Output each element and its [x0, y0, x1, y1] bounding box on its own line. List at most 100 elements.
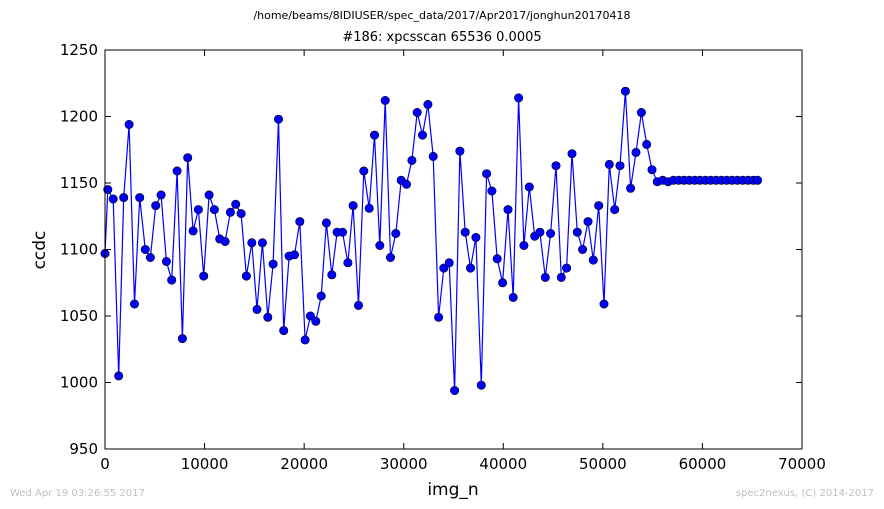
data-point	[588, 255, 598, 265]
data-point	[316, 291, 326, 301]
data-point	[257, 238, 267, 248]
y-tick-label: 1100	[60, 241, 98, 259]
data-point	[119, 193, 129, 203]
data-point	[508, 292, 518, 302]
data-point	[279, 326, 289, 336]
data-point	[567, 149, 577, 159]
data-point	[236, 209, 246, 219]
data-point	[412, 108, 422, 118]
x-tick-label: 70000	[778, 455, 826, 473]
data-point	[503, 205, 513, 215]
data-point	[199, 271, 209, 281]
data-point	[401, 179, 411, 189]
data-point	[300, 335, 310, 345]
x-tick-label: 30000	[380, 455, 428, 473]
scan-title: #186: xpcsscan 65536 0.0005	[342, 30, 542, 45]
data-point	[359, 166, 369, 176]
y-tick-label: 950	[69, 440, 98, 458]
data-point	[636, 108, 646, 118]
data-point	[385, 253, 395, 263]
data-point	[524, 182, 534, 192]
data-point	[140, 245, 150, 255]
data-point	[375, 241, 385, 251]
data-point	[311, 316, 321, 326]
data-point	[130, 299, 140, 309]
data-point	[631, 147, 641, 157]
data-point	[455, 146, 465, 156]
data-point	[167, 275, 177, 285]
data-point	[620, 86, 630, 96]
data-point	[578, 245, 588, 255]
data-point	[204, 190, 214, 200]
data-point	[327, 270, 337, 280]
data-point	[188, 226, 198, 236]
data-point	[562, 263, 572, 273]
data-point	[492, 254, 502, 264]
data-point	[103, 185, 113, 195]
data-point	[348, 201, 358, 211]
data-point	[498, 278, 508, 288]
data-point	[108, 194, 118, 204]
x-tick-label: 40000	[479, 455, 527, 473]
data-point	[209, 205, 219, 215]
data-point	[268, 259, 278, 269]
file-path-title: /home/beams/8IDIUSER/spec_data/2017/Apr2…	[253, 9, 631, 22]
y-tick-label: 1150	[60, 174, 98, 192]
data-point	[337, 227, 347, 237]
data-point	[220, 237, 230, 247]
data-point	[615, 161, 625, 171]
x-tick-label: 50000	[579, 455, 627, 473]
axis-ticks: 0 10000 20000 30000 40000 50000 60000 70000 950 1…	[60, 41, 826, 473]
data-point	[572, 227, 582, 237]
data-point	[177, 334, 187, 344]
y-axis-label: ccdc	[30, 231, 50, 270]
data-point	[599, 299, 609, 309]
y-tick-label: 1000	[60, 374, 98, 392]
data-point	[135, 193, 145, 203]
data-point	[380, 96, 390, 106]
data-point	[540, 272, 550, 282]
data-point	[423, 100, 433, 110]
data-point	[252, 304, 262, 314]
series-line	[104, 91, 758, 391]
x-tick-label: 20000	[280, 455, 328, 473]
data-point	[353, 300, 363, 310]
y-tick-label: 1200	[60, 108, 98, 126]
y-tick-label: 1250	[60, 41, 98, 59]
data-point	[305, 311, 315, 321]
data-point	[391, 229, 401, 239]
data-point	[626, 183, 636, 193]
data-point	[289, 250, 299, 260]
data-point	[428, 151, 438, 161]
plot-marks	[100, 86, 763, 395]
data-point	[145, 253, 155, 263]
x-tick-label: 10000	[181, 455, 229, 473]
x-axis-label: img_n	[427, 480, 478, 500]
y-tick-label: 1050	[60, 307, 98, 325]
data-point	[476, 380, 486, 390]
data-point	[444, 258, 454, 268]
data-point	[241, 271, 251, 281]
data-point	[183, 153, 193, 163]
data-point	[295, 217, 305, 227]
data-point	[407, 155, 417, 165]
data-point	[471, 233, 481, 243]
data-point	[642, 139, 652, 149]
data-point	[273, 114, 283, 124]
data-point	[369, 130, 379, 140]
data-point	[460, 227, 470, 237]
data-point	[753, 175, 763, 185]
data-point	[114, 371, 124, 381]
data-point	[231, 199, 241, 209]
data-point	[321, 218, 331, 228]
data-point	[450, 385, 460, 395]
data-point	[161, 256, 171, 266]
data-point	[193, 205, 203, 215]
data-point	[482, 169, 492, 179]
x-tick-label: 0	[100, 455, 110, 473]
data-point	[247, 238, 257, 248]
data-point	[546, 229, 556, 239]
data-point	[465, 263, 475, 273]
x-tick-label: 60000	[679, 455, 727, 473]
